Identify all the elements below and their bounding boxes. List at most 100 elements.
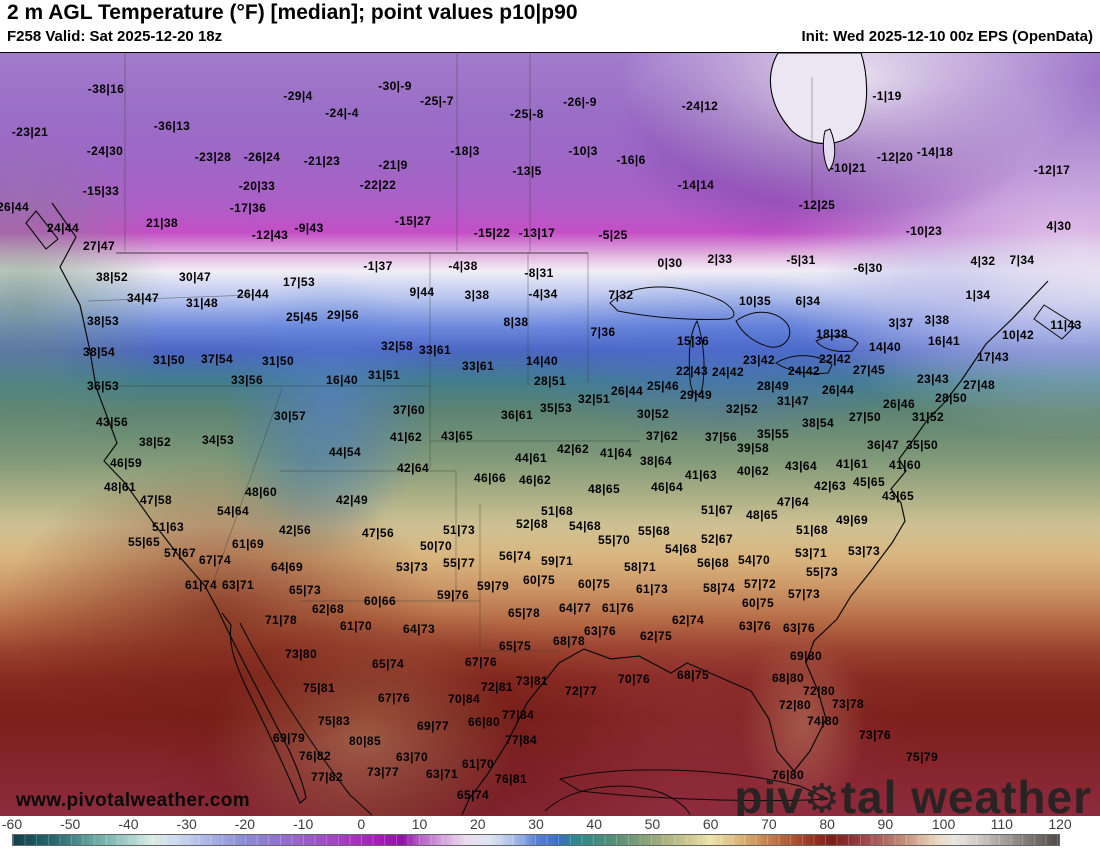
point-value: 44|54 bbox=[328, 445, 362, 459]
point-value: -24|12 bbox=[681, 99, 719, 113]
colorbar-tick: -10 bbox=[292, 816, 314, 832]
point-value: 70|84 bbox=[447, 692, 481, 706]
point-value: -23|28 bbox=[194, 150, 232, 164]
yucatan-coastline bbox=[544, 785, 691, 816]
watermark-brand: piv⚙tal weather bbox=[734, 774, 1092, 816]
point-value: 38|54 bbox=[82, 345, 116, 359]
point-value: 39|58 bbox=[736, 441, 770, 455]
point-value: 37|54 bbox=[200, 352, 234, 366]
point-value: 36|47 bbox=[866, 438, 900, 452]
colorbar-tick: -40 bbox=[118, 816, 139, 832]
point-value: 7|32 bbox=[608, 288, 634, 302]
point-value: 36|61 bbox=[500, 408, 534, 422]
point-value: 72|77 bbox=[564, 684, 598, 698]
map-header: 2 m AGL Temperature (°F) [median]; point… bbox=[0, 0, 1100, 52]
point-value: -1|19 bbox=[872, 89, 902, 103]
state-borders bbox=[87, 53, 813, 652]
point-value: -24|-4 bbox=[325, 106, 359, 120]
point-value: 42|56 bbox=[278, 523, 312, 537]
point-value: 34|53 bbox=[201, 433, 235, 447]
point-value: 67|74 bbox=[198, 553, 232, 567]
colorbar-tick: 100 bbox=[931, 816, 956, 832]
point-value: 53|73 bbox=[395, 560, 429, 574]
point-value: 49|69 bbox=[835, 513, 869, 527]
point-value: 46|59 bbox=[109, 456, 143, 470]
point-value: -38|16 bbox=[87, 82, 125, 96]
gulf-california-coastline bbox=[239, 622, 373, 816]
colorbar-tick: 0 bbox=[357, 816, 366, 832]
map-canvas[interactable]: www.pivotalweather.com piv⚙tal weather -… bbox=[0, 52, 1100, 816]
gear-icon: ⚙ bbox=[803, 777, 841, 816]
point-value: 44|61 bbox=[514, 451, 548, 465]
point-value: 27|48 bbox=[962, 378, 996, 392]
colorbar-tick: 10 bbox=[411, 816, 428, 832]
point-value: 57|67 bbox=[163, 546, 197, 560]
point-value: 43|64 bbox=[784, 459, 818, 473]
point-value: 26|44 bbox=[610, 384, 644, 398]
point-value: 48|61 bbox=[103, 480, 137, 494]
point-value: 64|73 bbox=[402, 622, 436, 636]
point-value: 51|68 bbox=[540, 504, 574, 518]
point-value: 16|41 bbox=[927, 334, 961, 348]
colorbar-tick: 60 bbox=[702, 816, 719, 832]
point-value: -13|5 bbox=[512, 164, 542, 178]
point-value: 35|53 bbox=[539, 401, 573, 415]
point-value: 52|67 bbox=[700, 532, 734, 546]
point-value: 43|65 bbox=[440, 429, 474, 443]
point-value: 18|38 bbox=[815, 327, 849, 341]
point-value: 67|76 bbox=[377, 691, 411, 705]
point-value: -21|9 bbox=[378, 158, 408, 172]
point-value: 24|44 bbox=[46, 221, 80, 235]
point-value: -10|23 bbox=[905, 224, 943, 238]
point-value: 35|55 bbox=[756, 427, 790, 441]
point-value: 61|74 bbox=[184, 578, 218, 592]
west-coastline bbox=[51, 202, 307, 804]
point-value: 28|49 bbox=[756, 379, 790, 393]
point-value: -18|3 bbox=[450, 144, 480, 158]
point-value: 42|49 bbox=[335, 493, 369, 507]
point-value: 23|42 bbox=[742, 353, 776, 367]
point-value: 41|62 bbox=[389, 430, 423, 444]
point-value: 31|48 bbox=[185, 296, 219, 310]
point-value: 46|66 bbox=[473, 471, 507, 485]
point-value: 31|52 bbox=[911, 410, 945, 424]
point-value: -1|37 bbox=[363, 259, 393, 273]
point-value: 33|61 bbox=[461, 359, 495, 373]
point-value: 41|64 bbox=[599, 446, 633, 460]
point-value: 3|38 bbox=[464, 288, 490, 302]
point-value: 69|79 bbox=[272, 731, 306, 745]
point-value: 47|64 bbox=[776, 495, 810, 509]
point-value: 38|52 bbox=[138, 435, 172, 449]
point-value: 48|65 bbox=[745, 508, 779, 522]
point-value: 25|46 bbox=[646, 379, 680, 393]
point-value: 3|37 bbox=[888, 316, 914, 330]
point-value: 47|58 bbox=[139, 493, 173, 507]
point-value: 53|73 bbox=[847, 544, 881, 558]
point-value: 38|53 bbox=[86, 314, 120, 328]
point-value: 3|38 bbox=[924, 313, 950, 327]
point-value: 54|70 bbox=[737, 553, 771, 567]
point-value: 48|60 bbox=[244, 485, 278, 499]
point-value: 59|79 bbox=[476, 579, 510, 593]
point-value: 41|60 bbox=[888, 458, 922, 472]
point-value: 80|85 bbox=[348, 734, 382, 748]
point-value: 38|64 bbox=[639, 454, 673, 468]
point-value: 31|50 bbox=[261, 354, 295, 368]
watermark-brand-part2: tal weather bbox=[840, 771, 1092, 816]
point-value: -17|36 bbox=[229, 201, 267, 215]
point-value: -14|14 bbox=[677, 178, 715, 192]
point-value: 31|47 bbox=[776, 394, 810, 408]
great-lakes-outlines bbox=[609, 286, 859, 395]
point-value: 71|78 bbox=[264, 613, 298, 627]
point-value: 63|76 bbox=[583, 624, 617, 638]
point-value: -4|34 bbox=[528, 287, 558, 301]
point-value: 25|45 bbox=[285, 310, 319, 324]
point-value: 65|73 bbox=[288, 583, 322, 597]
point-value: -15|22 bbox=[473, 226, 511, 240]
point-value: -8|31 bbox=[524, 266, 554, 280]
point-value: 23|43 bbox=[916, 372, 950, 386]
point-value: 59|76 bbox=[436, 588, 470, 602]
colorbar-tick: 50 bbox=[644, 816, 661, 832]
point-value: 30|57 bbox=[273, 409, 307, 423]
